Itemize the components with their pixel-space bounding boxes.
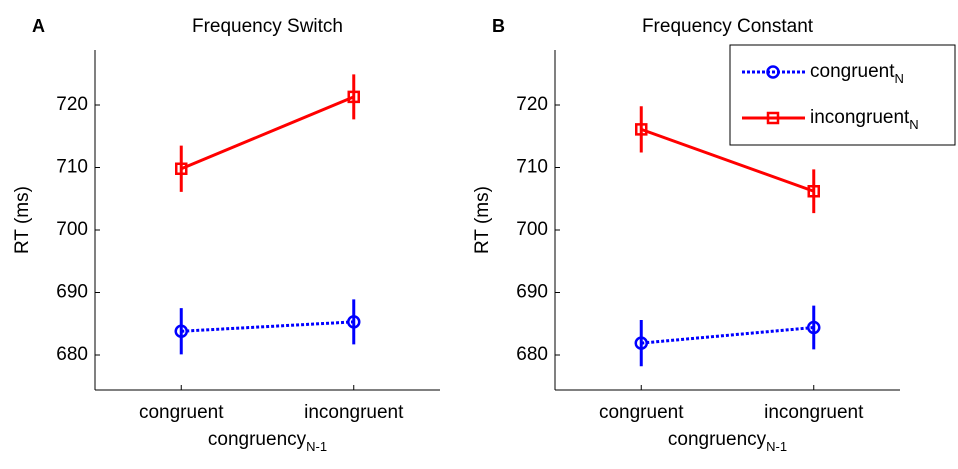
x-axis-label-subscript: N-1 [306, 439, 327, 454]
marker [807, 320, 821, 335]
y-tick-label: 720 [56, 94, 88, 115]
panel-label: B [492, 16, 505, 36]
series-line [180, 95, 355, 171]
y-tick-label: 700 [516, 219, 548, 240]
legend-marker [766, 65, 780, 79]
x-tick-label: incongruent [304, 402, 404, 423]
x-axis-label: congruencyN-1 [668, 429, 787, 454]
y-tick-label: 680 [56, 344, 88, 365]
y-axis-label: RT (ms) [472, 186, 493, 254]
legend-label: incongruentN [810, 107, 919, 132]
y-axis-label: RT (ms) [12, 186, 33, 254]
y-tick-label: 680 [516, 344, 548, 365]
series-line [640, 127, 815, 193]
y-tick-label: 710 [516, 157, 548, 178]
legend-label-main: incongruent [810, 107, 910, 128]
chart-title: Frequency Constant [642, 16, 814, 37]
series-line [641, 326, 814, 345]
x-axis-label-main: congruency [668, 429, 767, 450]
marker [347, 90, 360, 104]
y-tick-label: 720 [516, 94, 548, 115]
marker [175, 162, 188, 175]
x-axis-label-subscript: N-1 [766, 439, 787, 454]
y-tick-label: 710 [56, 157, 88, 178]
legend-label-subscript: N [895, 71, 904, 86]
x-tick-label: congruent [139, 402, 224, 423]
y-tick-label: 690 [516, 282, 548, 303]
chart-title: Frequency Switch [192, 16, 343, 37]
marker [634, 336, 648, 350]
x-axis-label-main: congruency [208, 429, 307, 450]
panel-label: A [32, 16, 45, 36]
marker [174, 324, 188, 338]
series-line [181, 320, 354, 333]
y-tick-label: 690 [56, 282, 88, 303]
y-tick-label: 700 [56, 219, 88, 240]
marker [347, 315, 361, 329]
legend-marker [766, 111, 780, 125]
x-tick-label: incongruent [764, 402, 864, 423]
legend-box [729, 44, 956, 146]
marker [807, 185, 820, 198]
x-tick-label: congruent [599, 402, 684, 423]
x-axis-label: congruencyN-1 [208, 429, 327, 454]
marker [635, 123, 648, 136]
legend-label: congruentN [810, 61, 904, 86]
legend-label-main: congruent [810, 61, 895, 82]
legend-label-subscript: N [909, 117, 918, 132]
